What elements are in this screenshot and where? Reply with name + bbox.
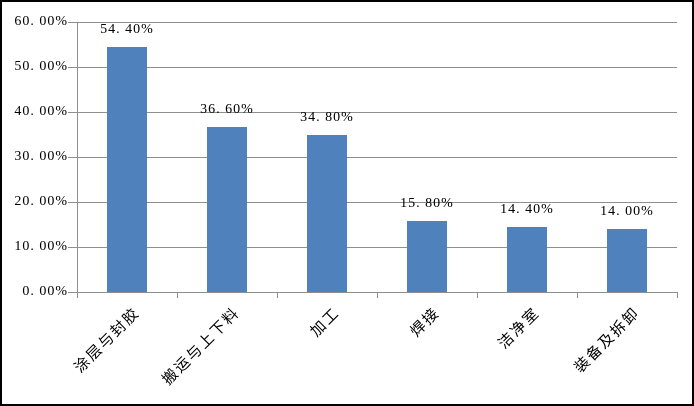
y-tick-mark [68,22,77,23]
x-tick-mark [277,292,278,298]
bar-data-label: 14. 40% [500,202,554,217]
bar-data-label: 36. 60% [200,102,254,117]
category-label: 装备及拆卸 [571,305,644,377]
category-label: 加工 [307,305,344,341]
category-label: 搬运与上下料 [159,305,244,389]
y-tick-label: 10. 00% [14,239,68,254]
y-tick-mark [68,112,77,113]
y-tick-mark [68,157,77,158]
gridline [77,112,677,113]
y-tick-mark [68,202,77,203]
bar [407,221,447,292]
x-tick-mark [77,292,78,298]
bar-data-label: 54. 40% [100,22,154,37]
bar [107,47,147,292]
x-tick-mark [377,292,378,298]
y-tick-label: 20. 00% [14,194,68,209]
bar [207,127,247,292]
bar-data-label: 15. 80% [400,196,454,211]
x-tick-mark [677,292,678,298]
category-label: 涂层与封胶 [71,305,144,377]
y-axis-line [77,22,78,293]
gridline [77,157,677,158]
y-tick-label: 60. 00% [14,14,68,29]
y-tick-label: 30. 00% [14,149,68,164]
category-label: 洁净室 [495,305,544,353]
x-tick-mark [177,292,178,298]
y-tick-mark [68,67,77,68]
bar-data-label: 34. 80% [300,110,354,125]
gridline [77,67,677,68]
x-tick-mark [577,292,578,298]
gridline [77,202,677,203]
x-tick-mark [477,292,478,298]
category-label: 焊接 [407,305,444,341]
y-tick-label: 40. 00% [14,104,68,119]
bar [307,135,347,292]
y-tick-label: 0. 00% [22,284,68,299]
bar [607,229,647,292]
bar [507,227,547,292]
y-tick-mark [68,292,77,293]
gridline [77,22,677,23]
y-tick-mark [68,247,77,248]
gridline [77,247,677,248]
bar-data-label: 14. 00% [600,204,654,219]
y-tick-label: 50. 00% [14,59,68,74]
